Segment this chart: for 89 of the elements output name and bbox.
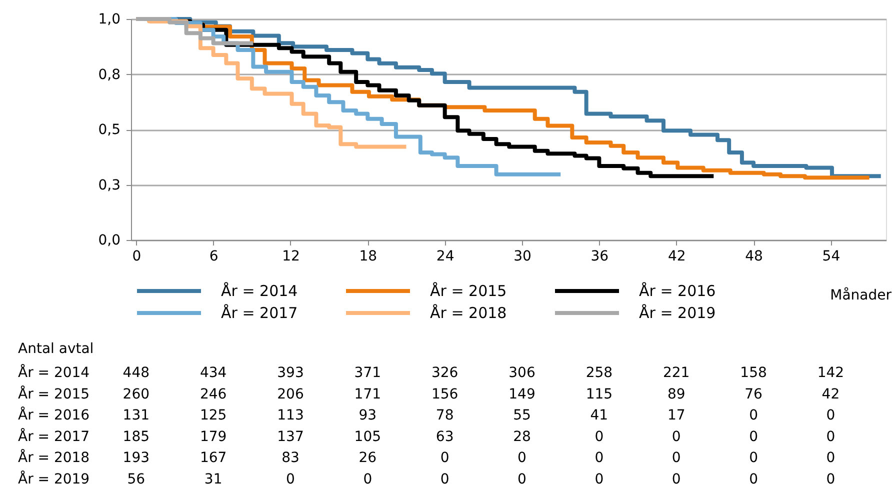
text: 0 bbox=[518, 450, 526, 466]
legend-label: År = 2017 bbox=[221, 304, 298, 322]
text: 17 bbox=[667, 408, 686, 424]
y-tick-label: 0,5 bbox=[98, 122, 120, 138]
text: 142 bbox=[817, 365, 844, 381]
text: 76 bbox=[744, 386, 763, 402]
y-tick-label: 0,0 bbox=[98, 232, 120, 248]
text: År = 2018 bbox=[18, 449, 90, 466]
y-tick-label: 1,0 bbox=[98, 12, 120, 28]
legend-label: År = 2014 bbox=[221, 282, 298, 300]
text: 0 bbox=[749, 472, 758, 486]
text: 31 bbox=[204, 472, 222, 486]
text: 246 bbox=[200, 386, 227, 402]
text: Antal avtal bbox=[18, 341, 94, 357]
x-tick-label: 12 bbox=[282, 248, 300, 264]
text: 78 bbox=[436, 408, 454, 424]
text: År = 2015 bbox=[18, 385, 90, 402]
text: 179 bbox=[200, 428, 227, 445]
text: 393 bbox=[277, 365, 304, 381]
text: 371 bbox=[354, 365, 382, 381]
text: 131 bbox=[122, 408, 150, 424]
text: 158 bbox=[740, 365, 767, 381]
legend-label: År = 2019 bbox=[639, 304, 716, 322]
text: 434 bbox=[200, 365, 227, 381]
text: 83 bbox=[282, 450, 300, 466]
text: 0 bbox=[672, 472, 681, 486]
text: 115 bbox=[586, 386, 613, 402]
text: 0 bbox=[363, 472, 372, 486]
text: 0 bbox=[672, 428, 681, 445]
text: 258 bbox=[586, 365, 613, 381]
text: 0 bbox=[286, 472, 295, 486]
text: 156 bbox=[431, 386, 458, 402]
text: 0 bbox=[594, 428, 604, 445]
legend-label: År = 2018 bbox=[430, 304, 507, 322]
text: 93 bbox=[358, 408, 377, 424]
text: 125 bbox=[200, 408, 227, 424]
text: 0 bbox=[749, 408, 758, 424]
text: 113 bbox=[277, 408, 304, 424]
text: 26 bbox=[358, 450, 377, 466]
text: 0 bbox=[440, 472, 450, 486]
text: 448 bbox=[122, 365, 150, 381]
text: 167 bbox=[200, 450, 227, 466]
legend-label: År = 2015 bbox=[430, 282, 507, 300]
text: 149 bbox=[508, 386, 536, 402]
y-tick-label: 0,3 bbox=[98, 177, 120, 194]
x-tick-label: 42 bbox=[668, 248, 686, 264]
x-tick-label: 36 bbox=[590, 248, 609, 264]
text: 0 bbox=[749, 450, 758, 466]
text: 185 bbox=[122, 428, 150, 445]
text: 0 bbox=[826, 408, 836, 424]
text: 193 bbox=[122, 450, 150, 466]
text: 137 bbox=[277, 428, 304, 445]
text: 55 bbox=[513, 408, 531, 424]
text: 0 bbox=[826, 428, 836, 445]
text: År = 2019 bbox=[18, 470, 90, 486]
legend-label: År = 2016 bbox=[639, 282, 716, 300]
text: 306 bbox=[508, 365, 536, 381]
x-tick-label: 30 bbox=[514, 248, 532, 264]
x-tick-label: 48 bbox=[745, 248, 763, 264]
text: 0 bbox=[518, 472, 526, 486]
text: 89 bbox=[667, 386, 686, 402]
text: År = 2014 bbox=[18, 364, 90, 381]
text: 260 bbox=[122, 386, 150, 402]
x-tick-label: 18 bbox=[359, 248, 378, 264]
x-axis-title: Månader bbox=[830, 286, 892, 304]
text: 0 bbox=[826, 450, 836, 466]
y-tick-label: 0,8 bbox=[98, 66, 120, 83]
x-tick-label: 6 bbox=[209, 248, 218, 264]
text: 326 bbox=[431, 365, 458, 381]
text: 171 bbox=[354, 386, 382, 402]
text: 0 bbox=[749, 428, 758, 445]
text: 63 bbox=[436, 428, 454, 445]
text: 0 bbox=[826, 472, 836, 486]
text: 0 bbox=[672, 450, 681, 466]
text: 41 bbox=[590, 408, 608, 424]
text: År = 2017 bbox=[18, 428, 90, 445]
x-tick-label: 24 bbox=[436, 248, 454, 264]
x-tick-label: 54 bbox=[822, 248, 840, 264]
text: 105 bbox=[354, 428, 382, 445]
text: 221 bbox=[662, 365, 690, 381]
x-tick-label: 0 bbox=[132, 248, 142, 264]
text: 0 bbox=[594, 450, 604, 466]
text: År = 2016 bbox=[18, 406, 90, 424]
text: 206 bbox=[277, 386, 304, 402]
text: 0 bbox=[440, 450, 450, 466]
text: 56 bbox=[127, 472, 146, 486]
text: 28 bbox=[513, 428, 531, 445]
text: 42 bbox=[822, 386, 840, 402]
text: 0 bbox=[594, 472, 604, 486]
